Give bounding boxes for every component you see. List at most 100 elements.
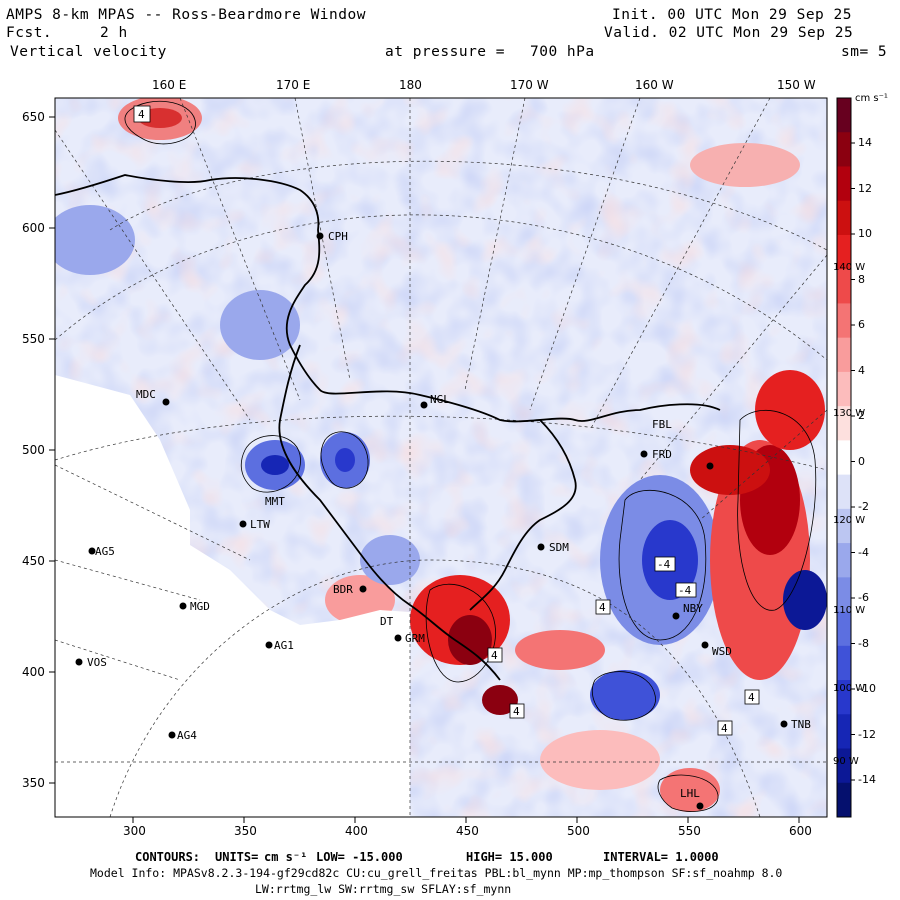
x-tick-label: 550 [678,824,701,838]
colorbar-label: -14 [858,773,876,786]
colorbar-swatch [837,680,851,715]
x-tick-label: 500 [567,824,590,838]
x-tick-label: 400 [345,824,368,838]
longitude-label: 130 W [833,408,866,419]
x-tick-label: 300 [123,824,146,838]
colorbar-swatch [837,748,851,784]
station-dot-lhl[interactable] [696,802,704,810]
colorbar-swatch [837,543,851,578]
longitude-label: 170 W [510,78,549,92]
units-label: UNITS= [215,850,259,864]
pressure-label: at pressure = [385,44,505,60]
station-dot-mdc[interactable] [162,398,170,406]
colorbar-swatch [837,714,851,750]
y-axis-ticks [49,116,55,784]
map-title: AMPS 8-km MPAS -- Ross-Beardmore Window [6,7,366,23]
station-dot-ag1[interactable] [265,641,273,649]
upwelling-region [690,143,800,187]
station-dot-sdm[interactable] [537,543,545,551]
x-tick-label: 600 [789,824,812,838]
longitude-label: 180 [399,78,422,92]
station-label-ag1: AG1 [274,639,294,652]
colorbar-frame [836,97,852,818]
station-dot-cph[interactable] [316,232,324,240]
contour-label: 4 [748,691,755,704]
contour-label: -4 [657,558,671,571]
station-label-lhl: LHL [680,787,700,800]
colorbar-swatch [837,577,851,613]
contour-label-box [509,703,525,719]
contour-interval: INTERVAL= 1.0000 [603,850,719,864]
colorbar-label: -8 [858,636,869,650]
contour-low: LOW= -15.000 [316,850,403,864]
contour-label: 4 [491,649,498,662]
contour-label-box [654,556,676,572]
colorbar-swatch [837,98,851,133]
plot-frame [54,97,828,818]
colorbar-swatch [837,611,851,647]
station-dot-nby[interactable] [672,612,680,620]
colorbar-swatch [837,166,851,202]
units-value: cm s⁻¹ [264,850,308,864]
colorbar-swatch [837,234,851,270]
longitude-label: 150 W [777,78,816,92]
station-label-tnb: TNB [791,718,811,731]
contour-high: HIGH= 15.000 [466,850,553,864]
subsidence-region [220,290,300,360]
upwelling-core [690,445,770,495]
station-dot-bdr[interactable] [359,585,367,593]
colorbar-label: -6 [858,591,869,604]
colorbar-swatch [837,337,851,373]
station-dot-wsd[interactable] [701,641,709,649]
station-label-bdr: BDR [333,583,353,596]
y-tick-label: 650 [22,110,45,124]
colorbar-label: 10 [858,227,872,240]
station-dot-ag5[interactable] [88,547,96,555]
station-dot-vos[interactable] [75,658,83,666]
station-label-ag4: AG4 [177,729,197,742]
station-label-ngl: NGL [430,393,450,406]
longitude-label: 90 W [833,756,859,767]
pressure-value: 700 hPa [530,44,595,60]
station-label-frd: FRD [652,448,672,461]
colorbar-label: -4 [858,545,869,559]
colorbar-swatch [837,782,851,818]
longitude-label: 160 E [152,78,187,92]
station-label-mdc: MDC [136,388,156,401]
station-label-mmt: MMT [265,495,285,508]
colorbar-label: -12 [858,727,876,741]
longitude-label: 100 W [833,683,866,694]
colorbar-swatch [837,371,851,407]
colorbar-label: 0 [858,454,865,468]
x-axis-ticks [132,817,800,823]
upwelling-region [755,370,825,450]
station-dot-grm[interactable] [394,634,402,642]
y-tick-label: 500 [22,443,45,457]
upwelling-region [540,730,660,790]
y-tick-label: 400 [22,665,45,679]
station-dot-mgd[interactable] [179,602,187,610]
colorbar-swatch [837,132,851,167]
station-dot-tnb[interactable] [780,720,788,728]
y-tick-label: 450 [22,554,45,568]
upwelling-region [660,768,720,812]
upwelling-core [448,615,492,665]
init-time: Init. 00 UTC Mon 29 Sep 25 [612,7,852,23]
coastline [55,174,721,681]
station-dot-ngl[interactable] [420,401,428,409]
station-dot-ag4[interactable] [168,731,176,739]
model-info: Model Info: MPASv8.2.3-194-gf29cd82c CU:… [90,866,783,880]
forecast-value: 2 h [100,25,128,41]
colorbar-swatch [837,508,851,544]
colorbar-label: -2 [858,500,869,513]
station-label-cph: CPH [328,230,348,243]
forecast-label: Fcst. [6,25,53,41]
station-label-nby: NBY [683,602,703,615]
station-dot-ltw[interactable] [239,520,247,528]
subsidence-region [360,535,420,585]
field-name: Vertical velocity [10,44,167,60]
station-dot-frd[interactable] [640,450,648,458]
colorbar-label: 4 [858,363,865,377]
station-dot-extra[interactable] [706,462,714,470]
